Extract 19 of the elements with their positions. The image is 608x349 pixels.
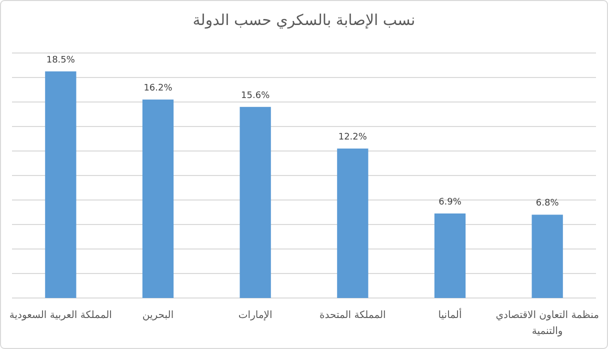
bar xyxy=(240,106,271,298)
x-tick-label: منظمة التعاون الاقتصادي والتنمية xyxy=(496,310,599,337)
data-label: 12.2% xyxy=(338,132,368,143)
data-label: 6.8% xyxy=(536,198,560,209)
x-tick-label: المملكة المتحدة xyxy=(320,310,386,321)
bar xyxy=(434,213,466,298)
data-label: 16.2% xyxy=(144,84,173,94)
bar xyxy=(337,148,368,298)
data-label: 6.9% xyxy=(438,197,462,208)
bar xyxy=(142,100,174,298)
chart-title: نسب الإصابة بالسكري حسب الدولة xyxy=(192,11,416,29)
x-tick-label: ألمانيا xyxy=(438,308,462,321)
bar xyxy=(532,214,563,298)
x-tick-label: البحرين xyxy=(142,310,174,321)
x-tick-label: المملكة العربية السعودية xyxy=(9,310,112,321)
bar xyxy=(45,71,76,298)
data-label: 15.6% xyxy=(241,90,270,101)
x-tick-label: الإمارات xyxy=(238,310,272,321)
data-label: 18.5% xyxy=(46,55,76,66)
